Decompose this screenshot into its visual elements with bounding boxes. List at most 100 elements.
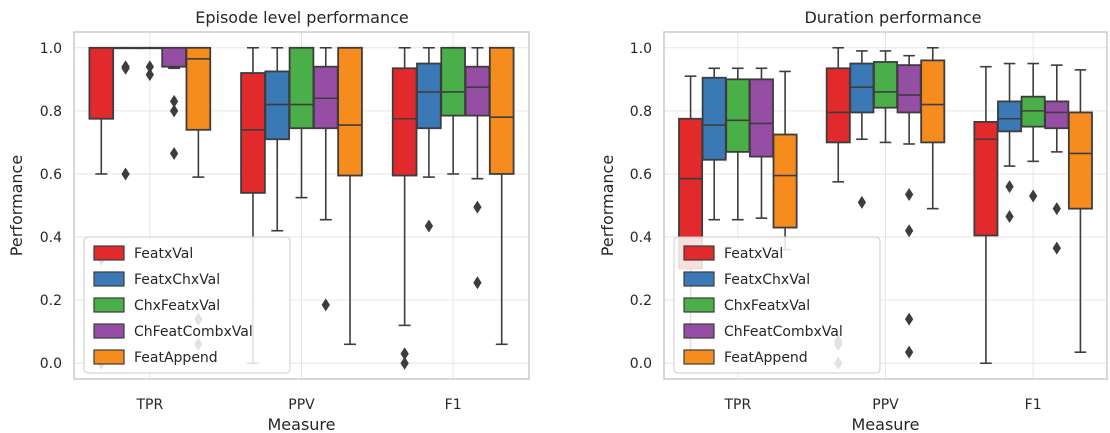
box-FeatAppend-F1 (488, 46, 515, 346)
outlier-point (1052, 241, 1061, 255)
legend-entry: FeatxChxVal (134, 272, 220, 288)
chart-title: Duration performance (804, 8, 981, 27)
y-tick-label: 1.0 (40, 41, 62, 57)
box-body (725, 78, 751, 153)
box-body (337, 46, 363, 177)
box-body (240, 72, 266, 194)
y-axis-label: Performance (7, 155, 26, 256)
y-tick-label: 1.0 (630, 41, 652, 57)
outlier-point (473, 276, 482, 290)
legend: FeatxVal FeatxChxVal ChxFeatxVal ChFeatComb… (83, 236, 291, 374)
x-tick-label: TPR (135, 397, 163, 413)
outlier-point (169, 146, 179, 160)
y-tick-label: 0.0 (630, 356, 652, 372)
outlier-point (424, 219, 434, 233)
y-axis-label: Performance (598, 155, 617, 256)
outlier-point (169, 104, 179, 118)
legend-swatch (683, 323, 715, 339)
box-body (896, 64, 922, 114)
outlier-point (169, 94, 179, 108)
box-FeatxVal-F1 (973, 65, 999, 365)
outlier-point (1052, 202, 1061, 216)
y-tick-label: 0.6 (630, 167, 652, 183)
box-ChFeatCombxVal-F1 (1044, 64, 1070, 255)
outlier-point (904, 187, 914, 201)
box-FeatxChxVal-PPV (264, 46, 291, 232)
outlier-point (857, 195, 867, 209)
box-body (391, 67, 418, 177)
legend-swatch (93, 245, 125, 261)
x-tick-label: F1 (1025, 397, 1042, 413)
box-body (440, 46, 466, 117)
box-body (161, 46, 187, 68)
box-ChxFeatxVal-F1 (440, 46, 466, 175)
box-FeatAppend-TPR (772, 70, 798, 251)
chart-title: Episode level performance (195, 8, 409, 27)
x-axis-label: Measure (852, 415, 920, 433)
box-FeatxVal-F1 (391, 46, 418, 370)
box-FeatxChxVal-TPR (701, 67, 727, 221)
chart-panel-1: 0.0 0.2 0.4 0.6 0.8 1.0 TPR PPV F1 Episode level … (7, 8, 530, 433)
box-ChFeatCombxVal-TPR (161, 46, 187, 160)
outlier-point (904, 224, 914, 238)
box-ChxFeatxVal-TPR (725, 67, 751, 221)
y-tick-label: 0.8 (40, 104, 62, 120)
legend-swatch (683, 245, 715, 261)
outlier-point (473, 200, 482, 214)
box-ChFeatCombxVal-TPR (748, 67, 774, 219)
box-body (701, 76, 727, 161)
chart-panel-2: 0.0 0.2 0.4 0.6 0.8 1.0 TPR PPV F1 Duration perfo… (598, 8, 1108, 433)
legend-entry: FeatxChxVal (724, 272, 810, 288)
x-tick-label: F1 (445, 397, 462, 413)
legend-entry: FeatxVal (724, 246, 783, 262)
box-FeatxChxVal-PPV (849, 50, 875, 209)
legend-box (83, 236, 291, 374)
legend-swatch (683, 349, 715, 365)
box-body (288, 46, 315, 130)
outlier-point (1005, 210, 1014, 224)
legend-entry: FeatxVal (134, 246, 193, 262)
legend-box (673, 236, 881, 374)
box-body (920, 59, 946, 144)
box-body (88, 46, 115, 120)
box-ChFeatCombxVal-PPV (312, 46, 339, 312)
outlier-point (1005, 180, 1014, 194)
legend-swatch (93, 323, 125, 339)
box-FeatAppend-PPV (337, 46, 363, 346)
box-body (772, 133, 798, 229)
legend-entry: ChFeatCombxVal (134, 324, 253, 340)
outlier-point (121, 60, 130, 74)
legend-swatch (683, 271, 715, 287)
outlier-point (904, 312, 914, 326)
legend-entry: ChxFeatxVal (134, 298, 220, 314)
box-ChFeatCombxVal-PPV (896, 54, 922, 359)
legend-swatch (93, 349, 125, 365)
x-tick-label: PPV (872, 397, 899, 413)
legend-entry: ChFeatCombxVal (724, 324, 843, 340)
box-body (873, 61, 898, 109)
outlier-point (400, 347, 409, 361)
box-body (825, 67, 851, 144)
box-ChxFeatxVal-PPV (288, 46, 315, 199)
box-body (464, 65, 491, 117)
x-tick-label: PPV (288, 397, 315, 413)
plot-frame (73, 31, 530, 380)
x-tick-label: TPR (723, 397, 751, 413)
box-body (416, 62, 442, 130)
box-body (748, 78, 774, 158)
box-FeatAppend-PPV (920, 46, 946, 210)
x-axis-label: Measure (268, 415, 336, 433)
box-FeatxChxVal-F1 (997, 62, 1023, 224)
legend-swatch (93, 297, 125, 313)
outlier-point (400, 356, 409, 370)
legend-entry: ChxFeatxVal (724, 298, 810, 314)
y-tick-label: 0.2 (40, 293, 62, 309)
box-body (1044, 100, 1070, 130)
plot-frame (663, 31, 1108, 380)
box-body (488, 46, 515, 175)
box-ChFeatCombxVal-F1 (464, 46, 491, 290)
outlier-point (145, 60, 154, 74)
outlier-point (1029, 189, 1038, 203)
legend-entry: FeatAppend (724, 350, 808, 366)
